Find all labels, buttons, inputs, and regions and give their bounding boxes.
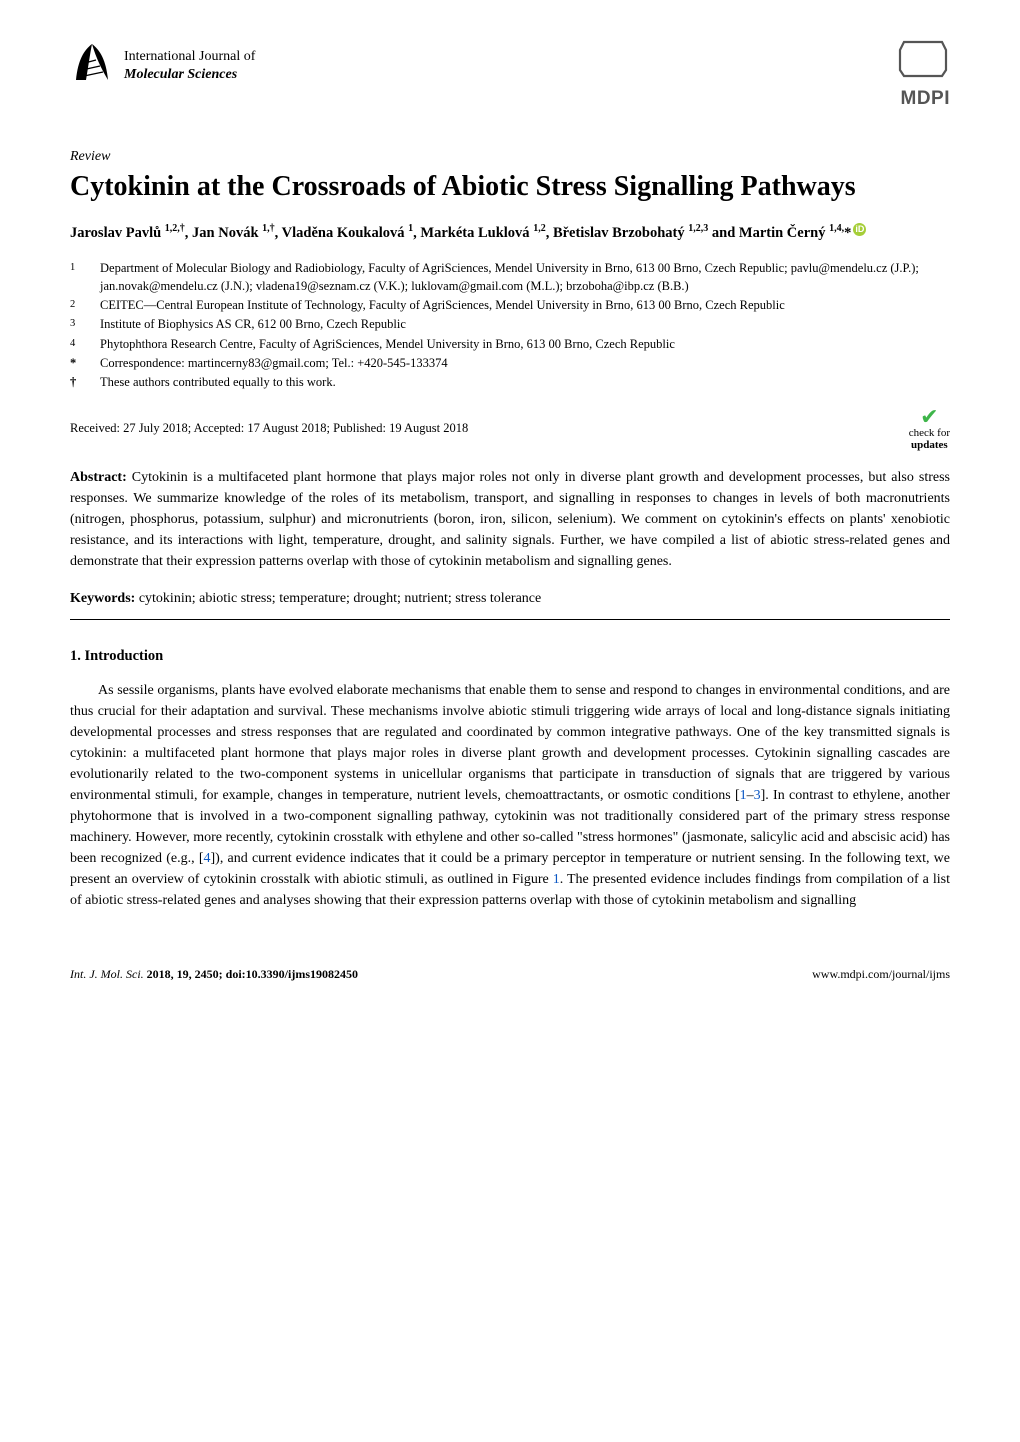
abstract-text: Cytokinin is a multifaceted plant hormon… <box>70 470 950 569</box>
affiliation-marker: 2 <box>70 297 92 312</box>
affiliation-text: These authors contributed equally to thi… <box>100 375 336 389</box>
check-for-updates-badge[interactable]: ✔ check for updates <box>909 405 950 451</box>
affiliation-text: CEITEC—Central European Institute of Tec… <box>100 298 785 312</box>
updates-line2: updates <box>911 439 948 451</box>
publisher-logo: MDPI <box>896 40 950 114</box>
affiliation-item: 4Phytophthora Research Centre, Faculty o… <box>100 335 950 353</box>
keywords-text: cytokinin; abiotic stress; temperature; … <box>139 591 541 606</box>
affiliation-marker: 4 <box>70 336 92 351</box>
affiliation-item: 3Institute of Biophysics AS CR, 612 00 B… <box>100 315 950 333</box>
article-title: Cytokinin at the Crossroads of Abiotic S… <box>70 169 950 204</box>
affiliation-text: Correspondence: martincerny83@gmail.com;… <box>100 356 448 370</box>
abstract-block: Abstract: Cytokinin is a multifaceted pl… <box>70 467 950 572</box>
footer-year-vol: 2018, 19, 2450; doi:10.3390/ijms19082450 <box>144 967 358 981</box>
footer-journal-url[interactable]: www.mdpi.com/journal/ijms <box>812 965 950 983</box>
affiliation-item: 1Department of Molecular Biology and Rad… <box>100 259 950 295</box>
journal-logo-icon <box>70 40 114 91</box>
affiliation-item: †These authors contributed equally to th… <box>100 373 950 391</box>
journal-block: International Journal of Molecular Scien… <box>70 40 255 91</box>
page-header: International Journal of Molecular Scien… <box>70 40 950 114</box>
abstract-label: Abstract: <box>70 470 127 485</box>
para-part-1: As sessile organisms, plants have evolve… <box>70 683 950 803</box>
journal-name-line2: Molecular Sciences <box>124 66 255 84</box>
keywords-label: Keywords: <box>70 591 135 606</box>
checkmark-icon: ✔ <box>909 405 950 429</box>
ref-link-1[interactable]: 1 <box>740 788 747 803</box>
dates-text: Received: 27 July 2018; Accepted: 17 Aug… <box>70 419 468 438</box>
affiliation-text: Phytophthora Research Centre, Faculty of… <box>100 337 675 351</box>
authors-line: Jaroslav Pavlů 1,2,†, Jan Novák 1,†, Vla… <box>70 222 950 246</box>
footer-journal-abbrev: Int. J. Mol. Sci. <box>70 967 144 981</box>
fig-link-1[interactable]: 1 <box>553 872 560 887</box>
affiliation-text: Department of Molecular Biology and Radi… <box>100 261 919 293</box>
section-1-paragraph: As sessile organisms, plants have evolve… <box>70 680 950 911</box>
affiliation-marker: 1 <box>70 260 92 275</box>
ref-link-3[interactable]: 3 <box>754 788 761 803</box>
updates-line1: check for <box>909 427 950 439</box>
mdpi-logo-icon <box>896 40 950 78</box>
affiliation-text: Institute of Biophysics AS CR, 612 00 Br… <box>100 317 406 331</box>
article-type-label: Review <box>70 146 950 167</box>
affiliation-marker: 3 <box>70 316 92 331</box>
affiliation-marker: † <box>70 373 92 391</box>
affiliations-list: 1 Department of Molecular Biology and Rad… <box>70 259 950 391</box>
affiliation-item: *Correspondence: martincerny83@gmail.com… <box>100 354 950 372</box>
section-1-heading: 1. Introduction <box>70 646 950 668</box>
ref-link-4[interactable]: 4 <box>204 851 211 866</box>
footer-citation: Int. J. Mol. Sci. 2018, 19, 2450; doi:10… <box>70 965 358 983</box>
keywords-block: Keywords: cytokinin; abiotic stress; tem… <box>70 588 950 609</box>
journal-name: International Journal of Molecular Scien… <box>124 48 255 83</box>
publisher-logo-text: MDPI <box>896 85 950 114</box>
journal-name-line1: International Journal of <box>124 48 255 66</box>
orcid-icon[interactable]: iD <box>853 223 866 236</box>
affiliation-item: 2CEITEC—Central European Institute of Te… <box>100 296 950 314</box>
authors-text: Jaroslav Pavlů 1,2,†, Jan Novák 1,†, Vla… <box>70 225 851 241</box>
page-footer: Int. J. Mol. Sci. 2018, 19, 2450; doi:10… <box>70 965 950 983</box>
affiliation-marker: * <box>70 354 92 372</box>
ref-dash: – <box>747 788 754 803</box>
dates-row: Received: 27 July 2018; Accepted: 17 Aug… <box>70 405 950 451</box>
divider-line <box>70 619 950 620</box>
